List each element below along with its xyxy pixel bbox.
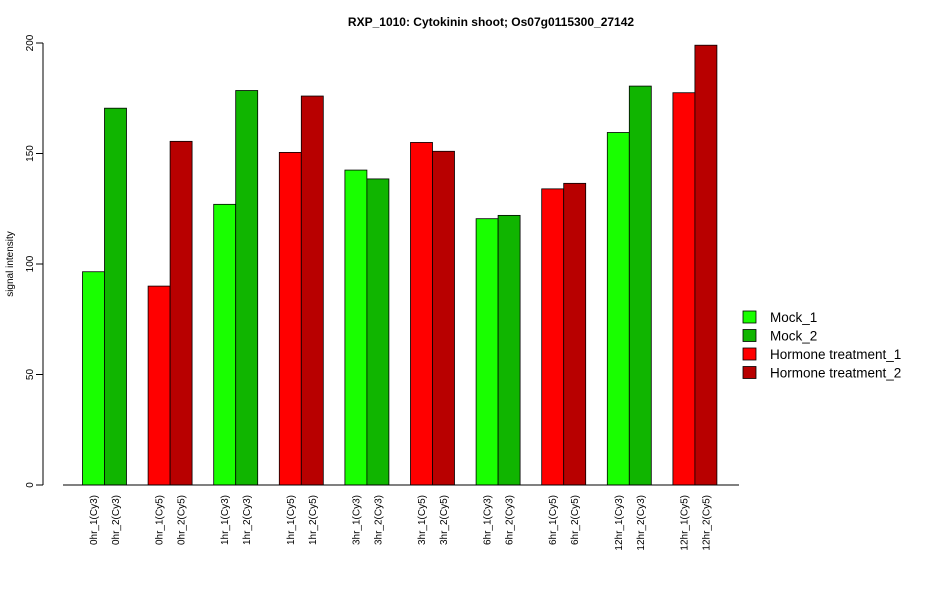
bar <box>694 44 718 486</box>
bar <box>213 203 237 486</box>
x-tick-label: 12hr_2(Cy3) <box>636 495 647 551</box>
x-tick-label: 0hr_1(Cy5) <box>155 495 166 545</box>
bar <box>432 150 455 486</box>
x-tick-label: 1hr_2(Cy5) <box>308 495 319 545</box>
bar <box>497 214 521 486</box>
bar <box>104 107 127 486</box>
bar <box>169 140 193 486</box>
legend-swatch <box>742 366 757 379</box>
x-tick-label: 6hr_2(Cy3) <box>505 495 516 545</box>
x-tick-label: 3hr_2(Cy3) <box>373 495 384 545</box>
x-tick-label: 3hr_1(Cy5) <box>417 495 428 545</box>
bar <box>344 169 368 486</box>
bar <box>278 151 302 486</box>
bar <box>366 178 390 486</box>
y-tick-label: 0 <box>25 482 36 488</box>
x-tick-label: 12hr_1(Cy3) <box>614 495 625 551</box>
x-tick-label: 0hr_2(Cy5) <box>177 495 188 545</box>
x-tick-label: 3hr_1(Cy3) <box>351 495 362 545</box>
bars-group <box>82 44 718 486</box>
x-tick-label: 0hr_2(Cy3) <box>111 495 122 545</box>
x-tick-label: 6hr_2(Cy5) <box>570 495 581 545</box>
x-tick-label: 6hr_1(Cy5) <box>548 495 559 545</box>
bar <box>563 182 587 486</box>
x-tick-label: 12hr_1(Cy5) <box>679 495 690 551</box>
legend-swatch <box>742 310 757 324</box>
x-tick-label: 0hr_1(Cy3) <box>89 495 100 545</box>
bar <box>672 92 696 486</box>
bar <box>300 95 324 486</box>
bar <box>235 90 259 486</box>
y-axis-label: signal intensity <box>5 231 16 297</box>
legend-swatch <box>742 347 757 361</box>
bar <box>82 271 105 486</box>
x-tick-label: 12hr_2(Cy5) <box>701 495 712 551</box>
x-tick-label: 1hr_2(Cy3) <box>242 495 253 545</box>
bar <box>147 285 171 486</box>
legend-swatch <box>742 329 757 342</box>
y-tick-label: 50 <box>25 369 36 381</box>
legend-label: Mock_2 <box>770 329 817 344</box>
legend-label: Mock_1 <box>770 310 817 325</box>
x-tick-label: 1hr_1(Cy5) <box>286 495 297 545</box>
bar <box>606 132 630 486</box>
legend-label: Hormone treatment_2 <box>770 366 901 381</box>
x-tick-label: 1hr_1(Cy3) <box>220 495 231 545</box>
x-tick-labels: 0hr_1(Cy3) 0hr_2(Cy3) 0hr_1(Cy5) 0hr_2(Cy5)… <box>89 495 712 551</box>
bar <box>410 142 433 486</box>
x-tick-label: 3hr_2(Cy5) <box>439 495 450 545</box>
y-axis: 0 50 100 150 200 <box>25 34 44 488</box>
bar <box>541 188 565 486</box>
bar <box>628 85 652 486</box>
x-tick-label: 6hr_1(Cy3) <box>483 495 494 545</box>
y-tick-label: 150 <box>25 145 36 162</box>
legend-label: Hormone treatment_1 <box>770 347 901 362</box>
legend: Mock_1 Mock_2 Hormone treatment_1 Hormone t… <box>742 310 901 381</box>
bar <box>475 218 499 486</box>
chart-title: RXP_1010: Cytokinin shoot; Os07g0115300_… <box>348 15 634 29</box>
y-tick-label: 200 <box>25 34 36 51</box>
y-tick-label: 100 <box>25 255 36 272</box>
